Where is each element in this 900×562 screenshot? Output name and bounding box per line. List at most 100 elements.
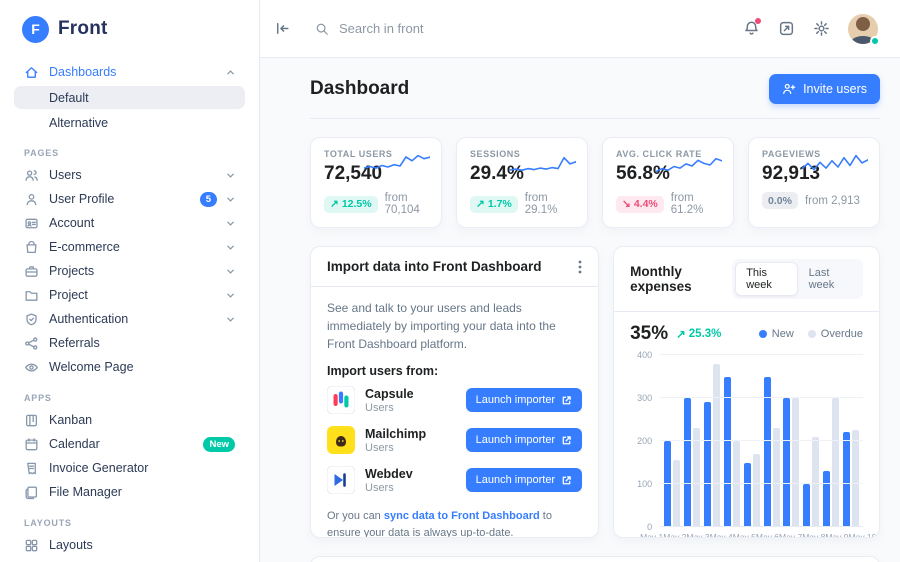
sidebar-item-dashboards[interactable]: Dashboards xyxy=(14,60,245,84)
online-status-dot xyxy=(870,35,880,46)
notifications-button[interactable] xyxy=(743,18,761,37)
sidebar-item-authentication[interactable]: Authentication xyxy=(14,307,245,331)
bar-group-may-9[interactable] xyxy=(821,355,841,527)
bar-new-may-8[interactable] xyxy=(803,484,811,527)
brand-logo[interactable]: F Front xyxy=(0,0,259,58)
stat-from: from 61.2% xyxy=(670,192,704,216)
external-link-icon xyxy=(562,395,571,404)
sidebar-item-account[interactable]: Account xyxy=(14,211,245,235)
bar-overdue-may-8[interactable] xyxy=(812,436,820,527)
gridline xyxy=(660,397,863,398)
sidebar-item-layouts[interactable]: Layouts xyxy=(14,533,245,557)
launch-importer-button[interactable]: Launch importer xyxy=(465,388,583,412)
y-tick-label: 300 xyxy=(637,393,653,403)
bar-group-may-7[interactable] xyxy=(781,355,801,527)
stat-label: PAGEVIEWS xyxy=(762,149,821,159)
bar-overdue-may-6[interactable] xyxy=(772,428,780,527)
sidebar-item-project[interactable]: Project xyxy=(14,283,245,307)
sidebar-item-file-manager[interactable]: File Manager xyxy=(14,480,245,504)
bar-group-may-2[interactable] xyxy=(682,355,702,527)
stat-card-sessions: SESSIONS 29.4% ↗ 1.7% from 29.1% xyxy=(456,137,588,228)
legend-dot xyxy=(807,330,816,338)
invite-users-button[interactable]: Invite users xyxy=(769,74,880,104)
sidebar-badge: 5 xyxy=(199,191,217,207)
x-tick-label: May 3 xyxy=(686,532,710,538)
bar-group-may-4[interactable] xyxy=(722,355,742,527)
sidebar-item-welcome-page[interactable]: Welcome Page xyxy=(14,355,245,379)
bar-overdue-may-4[interactable] xyxy=(732,441,740,527)
gridline xyxy=(660,354,863,355)
legend-new[interactable]: New xyxy=(758,328,794,340)
bar-new-may-6[interactable] xyxy=(763,376,771,527)
bar-new-may-3[interactable] xyxy=(703,402,711,527)
bar-group-may-10[interactable] xyxy=(841,355,861,527)
bar-new-may-1[interactable] xyxy=(664,441,672,527)
sidebar-item-projects[interactable]: Projects xyxy=(14,259,245,283)
bar-new-may-7[interactable] xyxy=(783,398,791,527)
chevron-up-icon xyxy=(226,68,235,77)
sparkline-chart xyxy=(656,157,722,173)
sidebar-item-calendar[interactable]: Calendar New xyxy=(14,432,245,456)
bar-new-may-2[interactable] xyxy=(683,398,691,527)
sidebar-item-invoice-generator[interactable]: Invoice Generator xyxy=(14,456,245,480)
bar-overdue-may-3[interactable] xyxy=(712,363,720,527)
apps-button[interactable] xyxy=(778,20,795,37)
bar-group-may-8[interactable] xyxy=(801,355,821,527)
files-icon xyxy=(24,485,40,500)
import-card-title: Import data into Front Dashboard xyxy=(327,259,542,274)
stat-value: 72,540 xyxy=(324,163,383,184)
bar-group-may-5[interactable] xyxy=(742,355,762,527)
invite-users-label: Invite users xyxy=(803,82,867,96)
sync-data-link[interactable]: sync data to Front Dashboard xyxy=(383,510,540,522)
sidebar-collapse-button[interactable] xyxy=(274,20,291,37)
sidebar-item-user-profile[interactable]: User Profile 5 xyxy=(14,187,245,211)
capsule-logo-icon xyxy=(327,386,355,414)
chevron-down-icon xyxy=(226,243,235,252)
bar-new-may-5[interactable] xyxy=(743,462,751,527)
webdev-logo-icon xyxy=(327,466,355,494)
bar-overdue-may-2[interactable] xyxy=(692,428,700,527)
settings-button[interactable] xyxy=(813,20,830,37)
sidebar-item-kanban[interactable]: Kanban xyxy=(14,408,245,432)
bar-new-may-4[interactable] xyxy=(723,376,731,527)
search-input[interactable] xyxy=(339,21,579,36)
launch-importer-button[interactable]: Launch importer xyxy=(465,468,583,492)
bar-overdue-may-10[interactable] xyxy=(852,430,860,527)
bar-new-may-9[interactable] xyxy=(823,471,831,527)
shield-icon xyxy=(24,312,40,327)
stat-label: SESSIONS xyxy=(470,149,521,159)
global-search[interactable] xyxy=(315,21,579,36)
sidebar-item-referrals[interactable]: Referrals xyxy=(14,331,245,355)
bar-new-may-10[interactable] xyxy=(843,432,851,527)
card-menu-button[interactable] xyxy=(578,260,582,274)
toggle-this-week[interactable]: This week xyxy=(735,262,798,296)
person-plus-icon xyxy=(783,83,796,94)
bar-overdue-may-1[interactable] xyxy=(673,460,681,527)
bar-overdue-may-5[interactable] xyxy=(752,453,760,527)
sidebar-subitem-default[interactable]: Default xyxy=(14,86,245,109)
bar-overdue-may-9[interactable] xyxy=(832,398,840,527)
user-avatar[interactable] xyxy=(848,13,880,46)
import-footer-suffix: to ensure your data is always up-to-date… xyxy=(327,510,552,538)
sidebar-item-users[interactable]: Users xyxy=(14,163,245,187)
trend-up-icon: ↗ xyxy=(476,198,485,210)
chart-x-axis: May 1 May 2 May 3 May 4 May 5 May 6 May 7 May 8… xyxy=(638,532,878,538)
toggle-last-week[interactable]: Last week xyxy=(808,267,835,291)
cards-row: Import data into Front Dashboard See and… xyxy=(310,246,880,538)
bar-group-may-1[interactable] xyxy=(662,355,682,527)
legend-overdue[interactable]: Overdue xyxy=(807,328,863,340)
x-tick-label: May 7 xyxy=(779,532,803,538)
bar-group-may-3[interactable] xyxy=(702,355,722,527)
import-card-description: See and talk to your users and leads imm… xyxy=(327,301,556,351)
external-link-icon xyxy=(562,475,571,484)
person-icon xyxy=(24,192,40,207)
gridline xyxy=(660,440,863,441)
x-tick-label: May 2 xyxy=(663,532,687,538)
sidebar-item-e-commerce[interactable]: E-commerce xyxy=(14,235,245,259)
sidebar-subitem-alternative[interactable]: Alternative xyxy=(49,115,109,130)
launch-importer-button[interactable]: Launch importer xyxy=(465,428,583,452)
bar-overdue-may-7[interactable] xyxy=(792,398,800,527)
bar-group-may-6[interactable] xyxy=(762,355,782,527)
stat-card-total-users: TOTAL USERS 72,540 ↗ 12.5% from 70,104 xyxy=(310,137,442,228)
x-tick-label: May 1 xyxy=(640,532,664,538)
